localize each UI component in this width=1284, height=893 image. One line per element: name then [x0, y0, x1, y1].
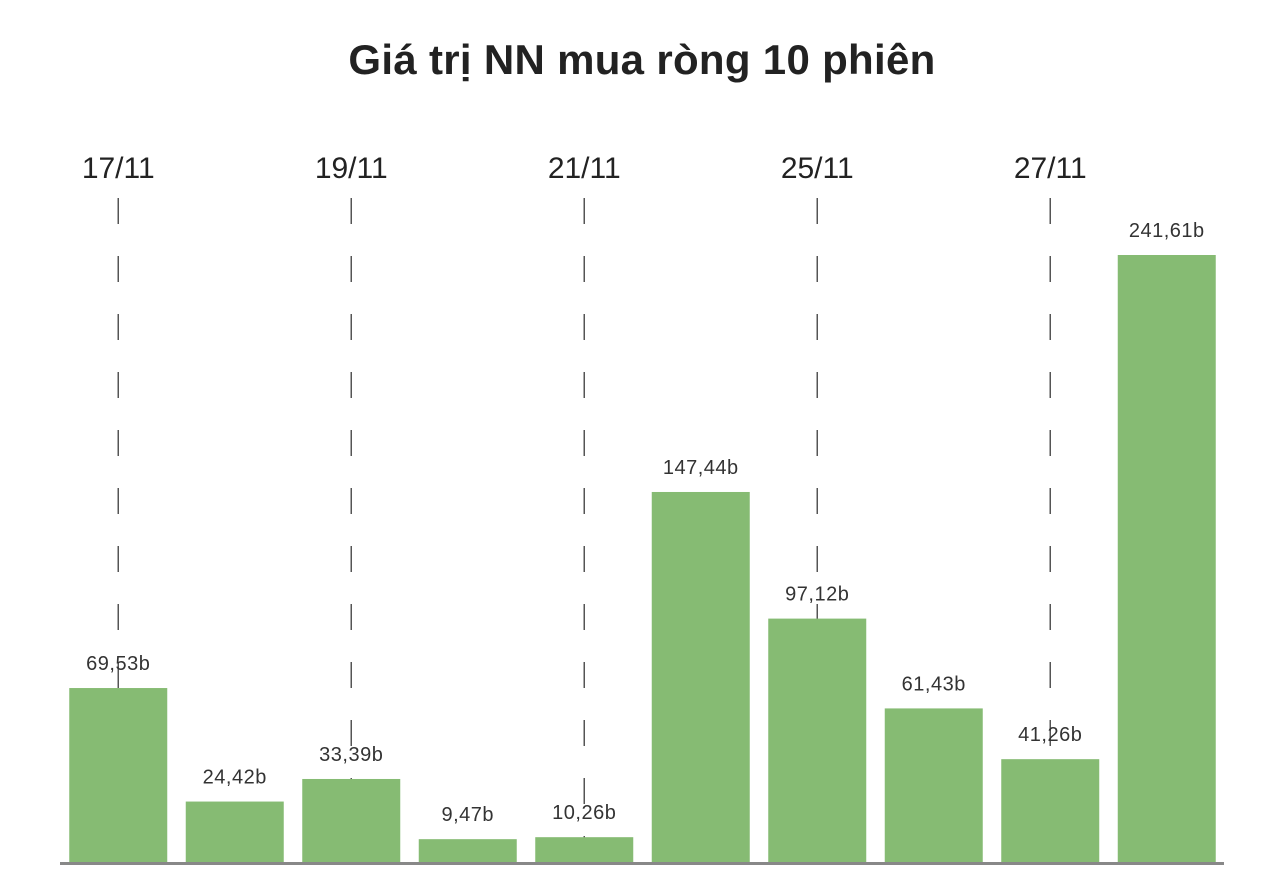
- data-label: 97,12b: [785, 584, 849, 606]
- data-label: 41,26b: [1018, 724, 1082, 746]
- bar-18-11: [185, 801, 284, 863]
- bar-24-11: [651, 491, 750, 863]
- data-label: 241,61b: [1129, 220, 1205, 242]
- data-label: 24,42b: [203, 767, 267, 789]
- x-tick-label: 25/11: [781, 152, 854, 185]
- data-label: 147,44b: [663, 457, 739, 479]
- data-label: 69,53b: [86, 653, 150, 675]
- data-label: 9,47b: [441, 804, 494, 826]
- bar-20-11: [418, 839, 517, 863]
- x-tick-label: 17/11: [82, 152, 155, 185]
- data-label: 10,26b: [552, 802, 616, 824]
- value-labels: 69,53b 24,42b 33,39b 9,47b 10,26b 147,44b 97,1…: [86, 220, 1204, 826]
- x-tick-labels: 17/11 19/11 21/11 25/11 27/11: [82, 152, 1087, 185]
- bar-19-11: [302, 778, 401, 863]
- bar-21-11: [535, 837, 634, 863]
- bar-28-11: [1117, 255, 1216, 863]
- x-tick-label: 21/11: [548, 152, 621, 185]
- x-tick-label: 27/11: [1014, 152, 1087, 185]
- bar-27-11: [1001, 759, 1100, 863]
- data-label: 33,39b: [319, 744, 383, 766]
- bar-17-11: [69, 688, 168, 863]
- x-tick-label: 19/11: [315, 152, 388, 185]
- bars: [69, 255, 1216, 863]
- bar-26-11: [884, 708, 983, 863]
- chart-title: Giá trị NN mua ròng 10 phiên: [348, 36, 936, 83]
- bar-25-11: [768, 618, 867, 863]
- data-label: 61,43b: [902, 673, 966, 695]
